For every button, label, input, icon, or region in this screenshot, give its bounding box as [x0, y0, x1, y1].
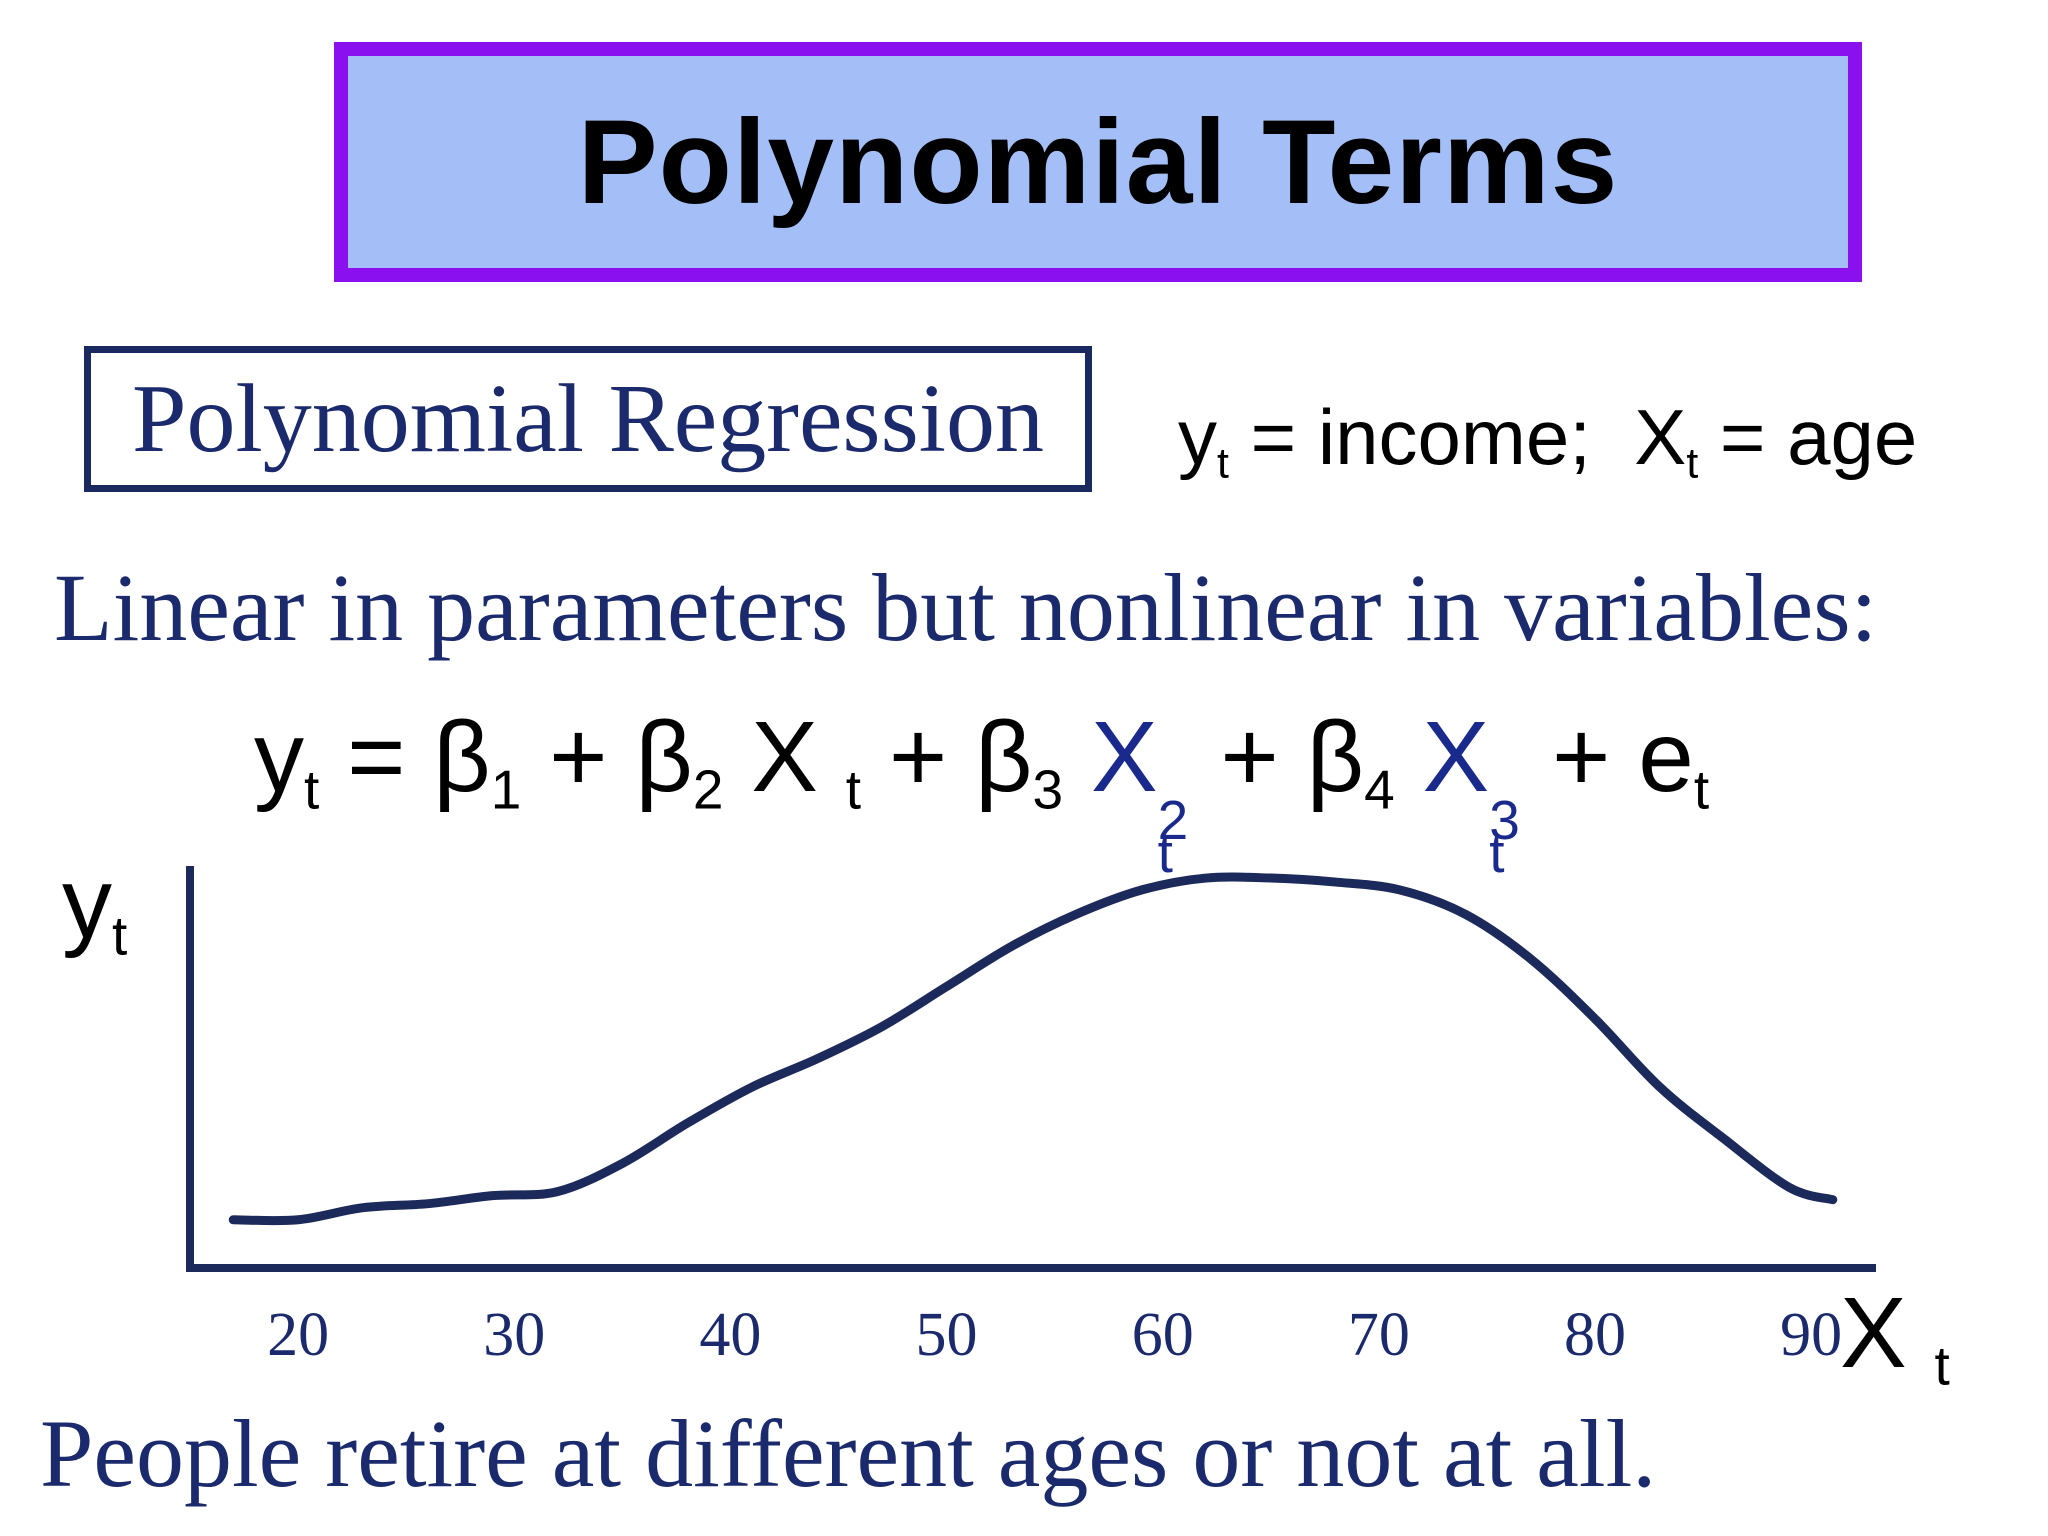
eq-beta2-sub: 2 — [692, 758, 724, 821]
eq-beta4: β — [1306, 701, 1365, 813]
x-tick-label: 70 — [1347, 1301, 1410, 1369]
variable-definitions: yt = income; Xt = age — [1178, 392, 1917, 489]
x-tick-label: 40 — [699, 1301, 762, 1369]
y-symbol: y — [1178, 393, 1217, 481]
eq-beta3-sub: 3 — [1032, 758, 1064, 821]
x-axis-label-sub: t — [1934, 1334, 1950, 1397]
eq-beta1: β — [433, 701, 491, 813]
x-tick-label: 30 — [483, 1301, 546, 1369]
y-subscript: t — [1217, 439, 1229, 488]
eq-e-sub: t — [1693, 758, 1710, 821]
eq-beta1-sub: 1 — [490, 758, 522, 821]
eq-equals: = — [319, 701, 434, 813]
x-axis-label-main: X — [1840, 1277, 1907, 1389]
y-definition: = income; — [1228, 393, 1635, 481]
eq-y-sub: t — [304, 758, 320, 821]
x-tick-label: 60 — [1131, 1301, 1194, 1369]
x-subscript: t — [1686, 439, 1699, 488]
subtitle-box: Polynomial Regression — [84, 346, 1092, 492]
income-curve — [228, 872, 1838, 1226]
x-tick-label: 90 — [1780, 1301, 1843, 1369]
eq-plus4: + — [1524, 701, 1639, 813]
y-axis-label-main: y — [62, 847, 112, 959]
eq-x2-sup: 2 — [1157, 789, 1189, 852]
eq-beta4-sub: 4 — [1364, 758, 1395, 821]
y-axis-label-sub: t — [112, 904, 128, 967]
eq-plus1: + — [521, 701, 636, 813]
title-banner: Polynomial Terms — [334, 42, 1862, 282]
x-axis-label: X t — [1840, 1276, 1950, 1398]
statement: Linear in parameters but nonlinear in va… — [54, 554, 1878, 661]
eq-y: y — [254, 701, 304, 813]
eq-x2: X — [1090, 701, 1158, 813]
eq-plus2: + — [861, 701, 976, 813]
slide-title: Polynomial Terms — [577, 95, 1619, 229]
eq-x3-sup: 3 — [1489, 789, 1520, 852]
y-axis-label: yt — [62, 846, 127, 968]
x-definition: = age — [1698, 393, 1918, 481]
eq-x1: X — [751, 701, 818, 813]
eq-beta3: β — [975, 701, 1033, 813]
eq-plus3: + — [1192, 701, 1307, 813]
eq-beta2: β — [635, 701, 693, 813]
x-symbol: X — [1634, 393, 1687, 481]
eq-x1-sub: t — [845, 758, 862, 821]
eq-e: e — [1638, 701, 1694, 813]
eq-x3: X — [1422, 701, 1490, 813]
x-tick-label: 80 — [1564, 1301, 1626, 1369]
x-tick-label: 20 — [267, 1301, 330, 1369]
x-tick-label: 50 — [915, 1301, 978, 1369]
subtitle: Polynomial Regression — [132, 365, 1044, 473]
eq-x3-sub: t — [1489, 822, 1505, 885]
footer-statement: People retire at different ages or not a… — [40, 1400, 1657, 1507]
eq-x2-sub: t — [1157, 822, 1173, 885]
income-age-chart — [186, 866, 1876, 1272]
